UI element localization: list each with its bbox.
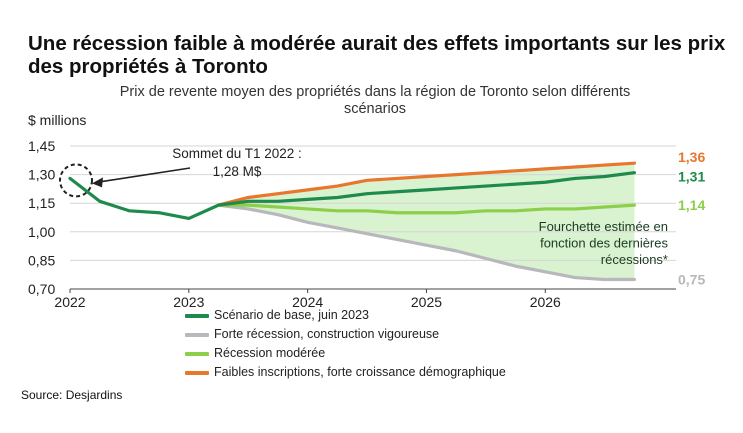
y-tick-label: 1,30 [28, 167, 55, 183]
legend-label-high-growth: Faibles inscriptions, forte croissance d… [214, 365, 506, 379]
y-tick-label: 1,15 [28, 195, 55, 211]
range-band-layer [218, 163, 635, 280]
legend-swatch-high-growth [185, 370, 209, 375]
range-band [218, 163, 635, 280]
peak-arrow-line [95, 167, 191, 184]
end-label-moderate: 1,14 [678, 197, 705, 213]
band-label-line1: Fourchette estimée en [539, 219, 668, 234]
axes-layer: 0,70 0,85 1,00 1,15 1,30 1,45 2022 2023 2024 2025… [28, 138, 676, 310]
legend-item-base: Scénario de base, juin 2023 [185, 306, 506, 325]
annotation-layer: 1,31 0,75 1,14 1,36 Sommet du T1 2022 : 1,28 … [59, 146, 705, 287]
peak-label-line1: Sommet du T1 2022 : [172, 146, 302, 161]
price-chart: 0,70 0,85 1,00 1,15 1,30 1,45 2022 2023 2024 2025… [28, 138, 705, 310]
legend-item-high-growth: Faibles inscriptions, forte croissance d… [185, 363, 506, 382]
legend: Scénario de base, juin 2023 Forte récess… [185, 306, 506, 382]
legend-item-moderate: Récession modérée [185, 344, 506, 363]
peak-highlight-circle [59, 163, 93, 198]
y-tick-label: 1,45 [28, 138, 55, 154]
legend-label-severe: Forte récession, construction vigoureuse [214, 327, 440, 341]
peak-arrow-head [92, 177, 103, 188]
chart-title: Prix de revente moyen des propriétés dan… [119, 84, 631, 117]
x-tick-label: 2025 [411, 294, 442, 310]
end-label-severe: 0,75 [678, 271, 705, 287]
series-line-moderate [216, 203, 637, 215]
series-line-high-growth [216, 161, 637, 207]
band-label-line3: récessions* [601, 252, 668, 267]
legend-item-severe: Forte récession, construction vigoureuse [185, 325, 506, 344]
headline: Une récession faible à modérée aurait de… [28, 32, 726, 78]
series-line-base [68, 171, 637, 221]
y-tick-label: 0,70 [28, 281, 55, 297]
peak-label-line2: 1,28 M$ [213, 164, 262, 179]
legend-label-base: Scénario de base, juin 2023 [214, 308, 369, 322]
x-tick-label: 2022 [54, 294, 85, 310]
legend-swatch-severe [185, 332, 209, 337]
legend-label-moderate: Récession modérée [214, 346, 326, 360]
x-tick-label: 2026 [530, 294, 561, 310]
source-note: Source: Desjardins [21, 388, 123, 402]
y-tick-label: 0,85 [28, 252, 55, 268]
series-line-severe [216, 203, 637, 282]
series-layer [68, 161, 637, 282]
legend-swatch-moderate [185, 351, 209, 356]
band-label-line2: fonction des dernières [540, 236, 668, 251]
x-tick-label: 2024 [292, 294, 323, 310]
y-axis-label: $ millions [28, 112, 87, 128]
x-tick-label: 2023 [173, 294, 204, 310]
legend-swatch-base [185, 313, 209, 318]
y-tick-label: 1,00 [28, 224, 55, 240]
end-label-high-growth: 1,36 [678, 149, 705, 165]
end-label-base: 1,31 [678, 169, 705, 185]
